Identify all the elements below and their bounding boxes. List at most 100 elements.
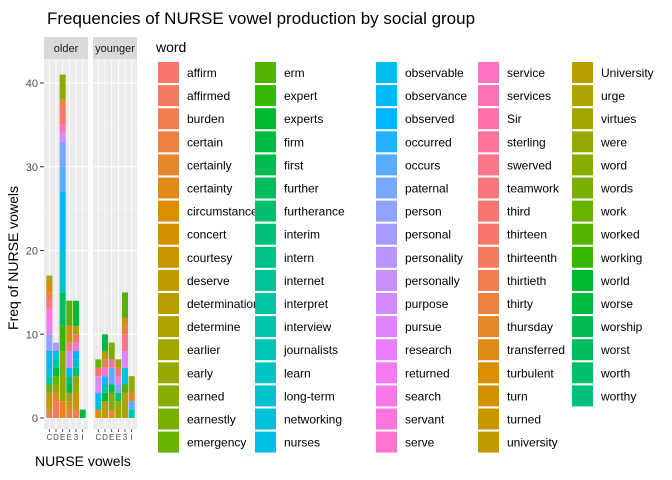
legend-label-intern: intern (284, 251, 314, 265)
legend-key-experts (255, 108, 276, 130)
y-tick-label: 30 (26, 162, 38, 174)
bar-segment-older-long-term (59, 250, 66, 293)
bar-segment-older-personality (53, 342, 59, 351)
bar-segment-older-burden (73, 409, 79, 418)
bar-segment-older-urge (73, 325, 79, 335)
legend-key-pursue (376, 316, 397, 338)
bar-segment-younger-thirteen (115, 367, 122, 377)
legend-key-deserve (158, 269, 179, 291)
legend-label-thursday: thursday (507, 320, 553, 334)
legend-key-third (478, 200, 499, 222)
legend-key-certain (158, 131, 179, 153)
bar-segment-older-certainly (53, 392, 59, 402)
legend-label-third: third (507, 205, 530, 219)
bar-segment-older-worked (66, 300, 73, 326)
legend-key-journalists (255, 339, 276, 361)
bar-segment-older-University (46, 275, 53, 284)
bar-segment-younger-serve (102, 367, 108, 377)
x-axis-title: NURSE vowels (35, 453, 131, 469)
legend-label-personality: personality (405, 251, 463, 265)
bar-segment-older-emergency (46, 384, 53, 393)
x-tick-label: C (46, 433, 52, 442)
legend-key-earlier (158, 339, 179, 361)
legend-key-transferred (478, 339, 499, 361)
x-tick-label: E (109, 433, 114, 442)
legend-key-certainty (158, 177, 179, 199)
legend-key-worked (572, 223, 593, 245)
legend-key-personally (376, 269, 397, 291)
legend-label-certainly: certainly (187, 158, 232, 172)
bar-segment-younger-experts (102, 392, 108, 402)
bar-segment-older-returned (46, 317, 53, 335)
legend-key-serve (376, 431, 397, 453)
legend-key-paternal (376, 177, 397, 199)
legend-label-earlier: earlier (187, 343, 220, 357)
bar-segment-older-deserve (46, 392, 53, 410)
bar-segment-older-observed (73, 351, 79, 360)
legend-key-teamwork (478, 177, 499, 199)
legend-label-work: work (600, 205, 627, 219)
legend-key-long-term (255, 385, 276, 407)
legend-label-servant: servant (405, 413, 445, 427)
bar-segment-younger-first (108, 384, 115, 393)
bar-segment-older-occurs (59, 166, 66, 192)
legend-label-determine: determine (187, 320, 241, 334)
legend-key-university (478, 431, 499, 453)
bar-segment-younger-occurs (128, 401, 135, 410)
legend-label-personally: personally (405, 274, 460, 288)
bar-segment-older-burden (46, 409, 53, 418)
legend-label-turned: turned (507, 413, 541, 427)
legend-key-search (376, 385, 397, 407)
legend-label-worship: worship (600, 320, 643, 334)
legend-key-determination (158, 293, 179, 314)
bar-segment-older-interpret (46, 376, 53, 385)
bar-segment-older-turbulent (46, 284, 53, 293)
chart-title: Frequencies of NURSE vowel production by… (47, 9, 475, 28)
legend-label-University: University (601, 66, 654, 80)
bar-segment-younger-thursday (128, 392, 135, 402)
legend-label-emergency: emergency (187, 436, 246, 450)
legend-label-thirty: thirty (507, 297, 533, 311)
legend-key-intern (255, 246, 276, 268)
y-axis-ticks: 0 10 20 30 40 (26, 78, 44, 425)
legend-key-emergency (158, 431, 179, 453)
bar-segment-older-courtesy (73, 392, 79, 410)
bars-older (46, 74, 86, 418)
bar-segment-older-servant (73, 342, 79, 351)
bar-segment-younger-paternal (115, 384, 122, 393)
legend-label-were: were (600, 135, 627, 149)
legend-key-thirty (478, 293, 499, 314)
x-tick-label: C (95, 433, 101, 442)
bar-segment-older-interim (66, 376, 73, 385)
legend-key-interview (255, 316, 276, 338)
strip-younger (93, 37, 137, 59)
legend-key-service (478, 62, 499, 83)
bar-segment-younger-determination (102, 401, 108, 418)
legend-key-personality (376, 246, 397, 268)
legend-label-affirm: affirm (187, 66, 217, 80)
x-tick-label: I (82, 433, 84, 442)
legend-key-interim (255, 223, 276, 245)
legend-label-furtherance: furtherance (284, 205, 345, 219)
bars-younger (95, 292, 135, 418)
legend-label-turn: turn (507, 389, 528, 403)
legend-label-certainty: certainty (187, 182, 232, 196)
bar-segment-younger-earnestly (108, 392, 115, 410)
legend-key-nurses (255, 431, 276, 453)
y-tick-label: 10 (26, 329, 38, 341)
legend-key-virtues (572, 108, 593, 130)
bar-segment-older-purpose (66, 351, 73, 368)
x-tick-label: I (131, 433, 133, 442)
legend-label-erm: erm (284, 66, 305, 80)
legend-key-earnestly (158, 408, 179, 430)
legend-key-observed (376, 108, 397, 130)
legend-key-early (158, 362, 179, 384)
x-tick-label: D (102, 433, 108, 442)
bar-segment-older-earlier (66, 392, 73, 402)
legend-label-teamwork: teamwork (507, 182, 560, 196)
legend-key-world (572, 269, 593, 291)
bar-segment-younger-were (128, 376, 135, 393)
legend-label-observance: observance (405, 89, 467, 103)
legend-label-interview: interview (284, 320, 332, 334)
legend-key-learn (255, 362, 276, 384)
